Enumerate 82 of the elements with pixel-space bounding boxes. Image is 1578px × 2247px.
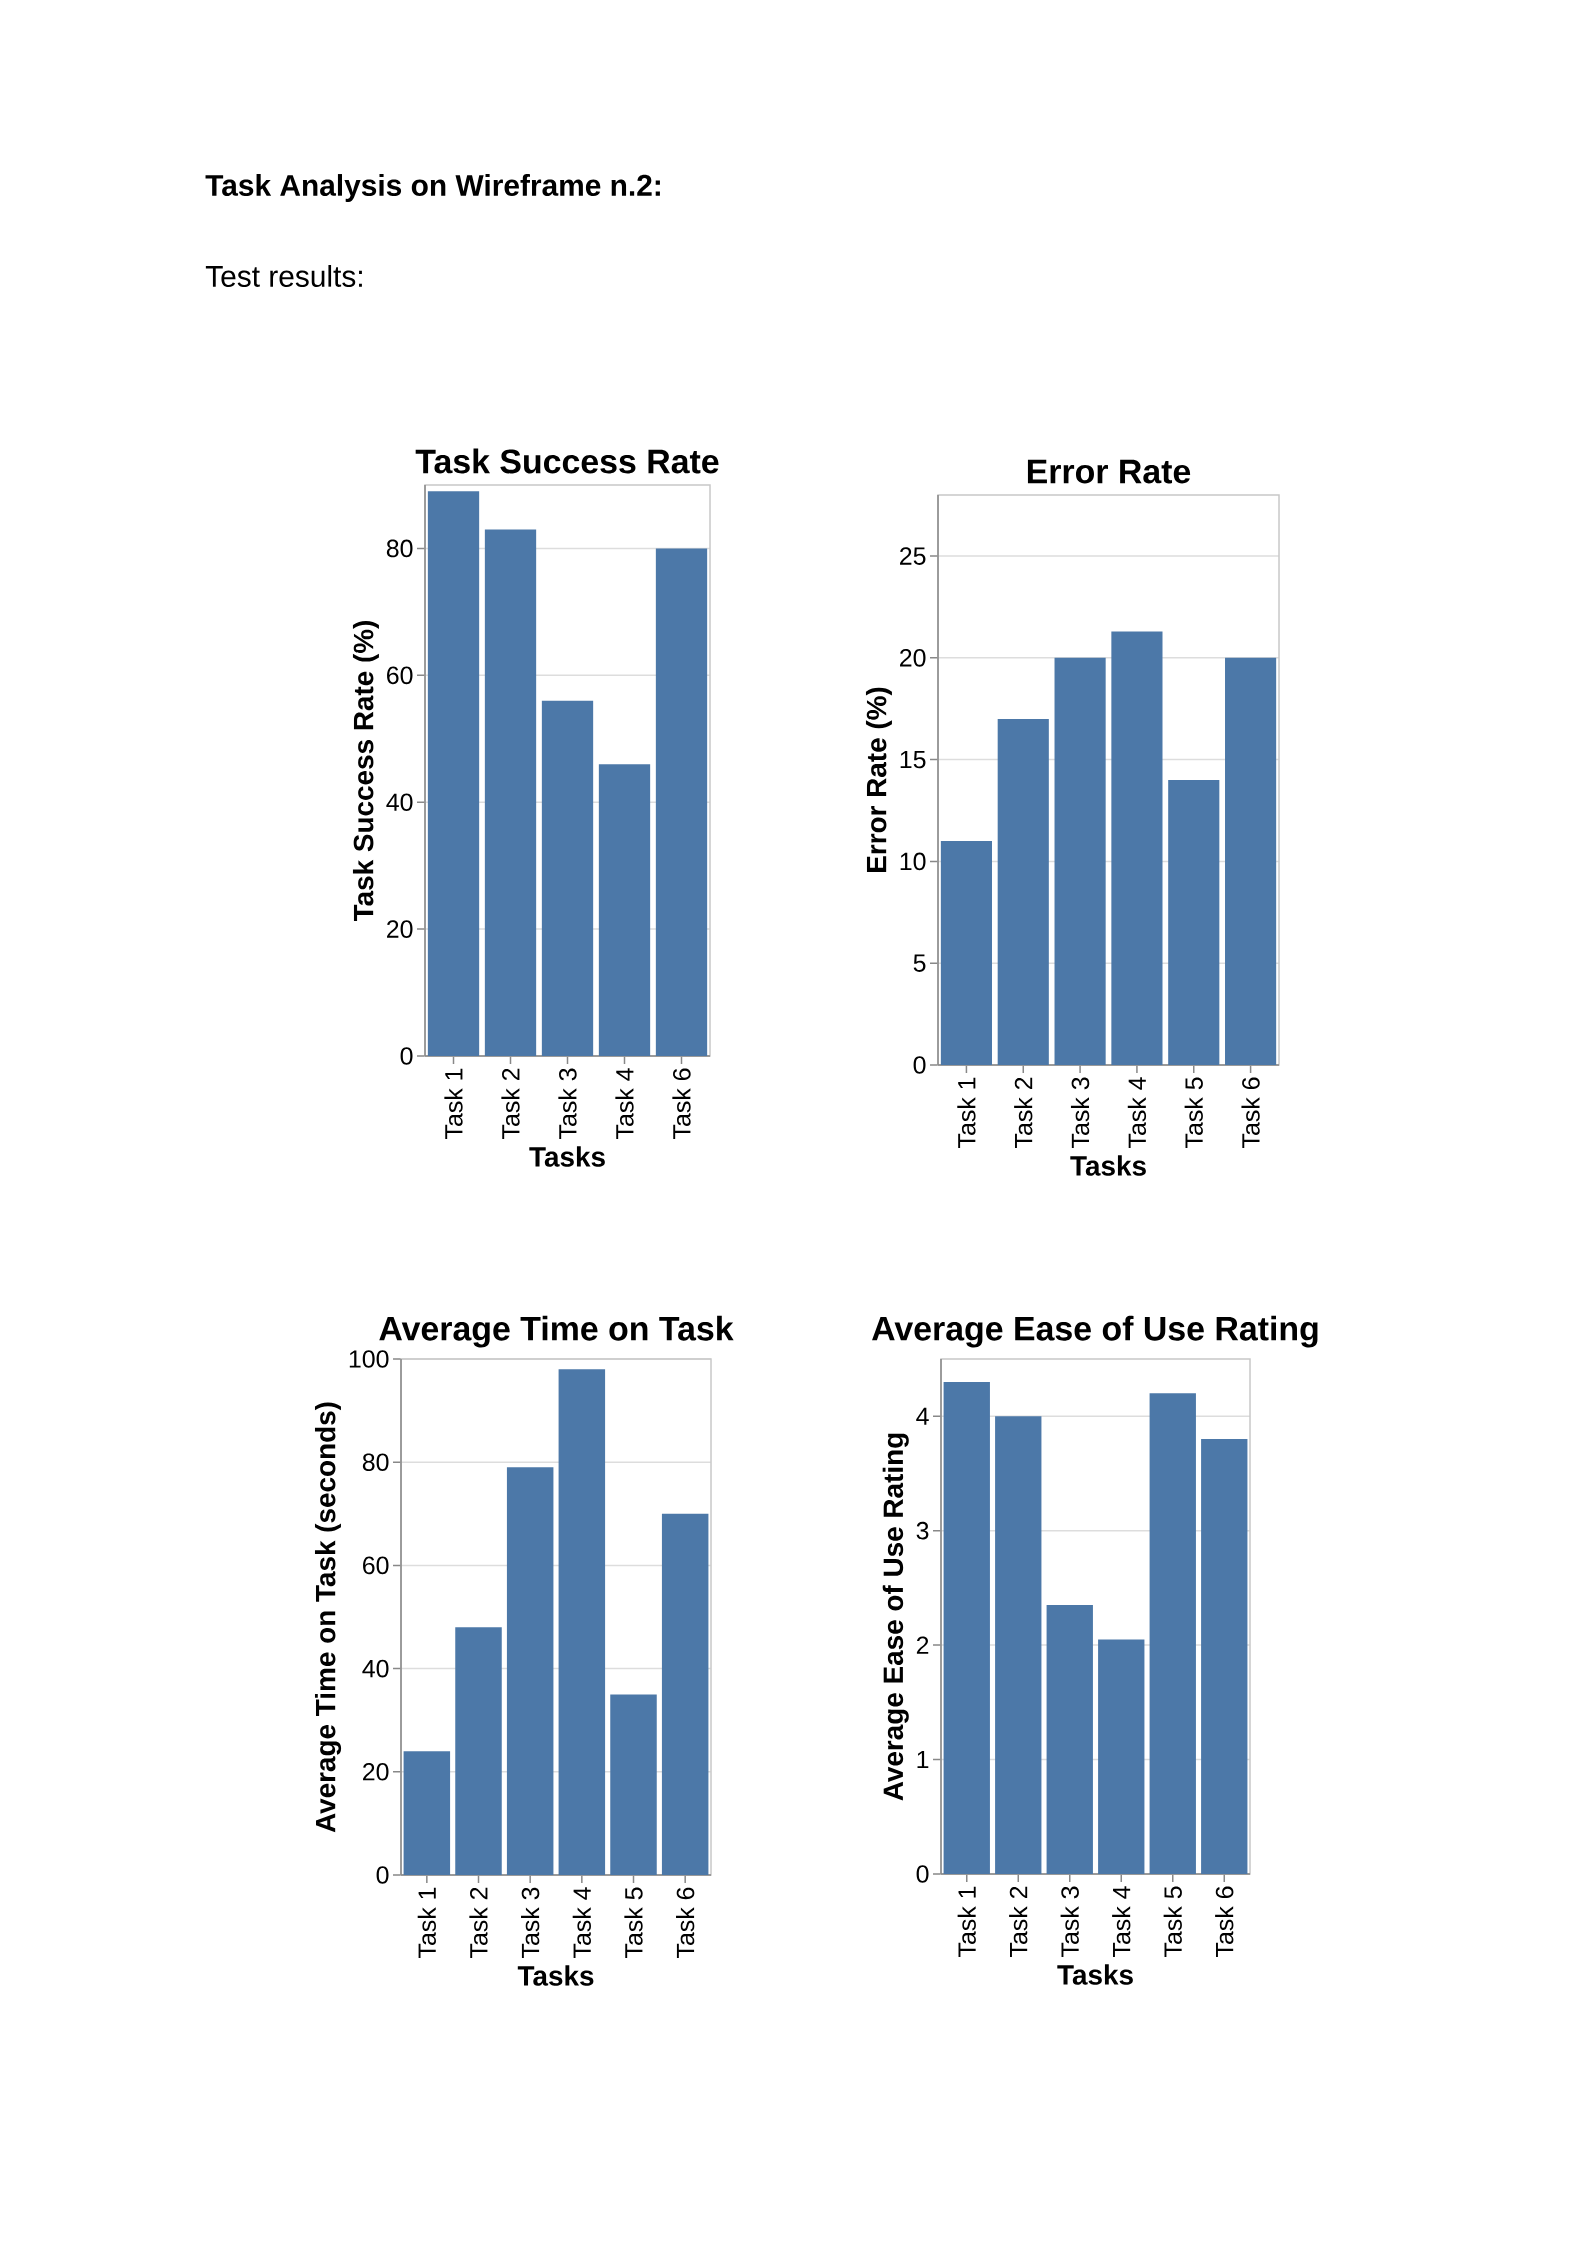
x-tick-label: Task 2: [501, 1068, 520, 1139]
bar: [1201, 1439, 1248, 1874]
x-tick-label: Task 5: [1163, 1886, 1182, 1957]
y-tick-label: 5: [913, 954, 926, 972]
x-tick-label: Task 2: [469, 1887, 488, 1958]
y-tick-label: 40: [386, 793, 413, 812]
y-axis-title: Task Success Rate (%): [352, 621, 379, 922]
y-tick-label: 20: [900, 649, 926, 667]
x-tick-label: Task 6: [1215, 1886, 1234, 1957]
bar: [558, 1369, 606, 1875]
bar: [455, 1627, 502, 1875]
x-tick-label: Task 3: [558, 1068, 577, 1139]
bar: [1149, 1393, 1196, 1874]
text: Test results:: [205, 265, 362, 287]
x-tick-label: Task 6: [1241, 1077, 1260, 1148]
y-tick-label: 80: [386, 539, 413, 558]
x-tick-label: Task 2: [1014, 1077, 1033, 1148]
bar: [995, 1416, 1042, 1874]
x-tick-label: Task 5: [1184, 1077, 1203, 1148]
y-tick-label: 60: [387, 666, 413, 685]
x-tick-label: Task 3: [1060, 1886, 1079, 1957]
text: Task Analysis on Wireframe n.2:: [205, 174, 660, 202]
y-tick-label: 3: [916, 1521, 929, 1540]
x-axis-title: Tasks: [529, 1146, 605, 1167]
bar: [427, 491, 480, 1056]
y-tick-label: 80: [362, 1453, 389, 1472]
x-tick-label: Task 1: [444, 1068, 463, 1139]
x-tick-label: Task 6: [676, 1887, 695, 1958]
bar: [403, 1751, 451, 1875]
bar: [997, 718, 1049, 1065]
y-tick-label: 40: [362, 1659, 389, 1678]
y-tick-label: 25: [900, 547, 926, 565]
y-tick-label: 4: [916, 1407, 929, 1425]
x-tick-label: Task 5: [624, 1887, 643, 1958]
bar: [1111, 631, 1163, 1065]
x-axis-title: Tasks: [517, 1965, 594, 1986]
y-axis-title: Error Rate (%): [865, 687, 892, 872]
y-tick-label: 1: [917, 1750, 929, 1769]
x-tick-label: Task 3: [521, 1887, 540, 1958]
chart-title: Task Success Rate: [415, 448, 719, 474]
bar: [661, 1513, 709, 1875]
y-tick-label: 10: [900, 852, 926, 871]
y-tick-label: 2: [916, 1636, 929, 1654]
y-tick-label: 20: [363, 1762, 389, 1781]
bar: [610, 1694, 657, 1875]
x-tick-label: Task 4: [572, 1887, 591, 1958]
x-tick-label: Task 1: [417, 1887, 436, 1958]
x-tick-label: Task 3: [1070, 1077, 1090, 1148]
y-axis-title: Average Ease of Use Rating: [882, 1433, 909, 1801]
x-tick-label: Task 4: [1112, 1886, 1131, 1957]
x-tick-label: Task 1: [957, 1886, 976, 1957]
y-tick-label: 0: [400, 1047, 413, 1065]
y-tick-label: 0: [916, 1865, 929, 1883]
y-axis-title: Average Time on Task (seconds): [314, 1402, 342, 1833]
x-tick-label: Task 2: [1009, 1886, 1028, 1957]
bar: [1225, 657, 1277, 1065]
bar: [506, 1467, 554, 1875]
bar: [598, 764, 651, 1056]
bar: [1098, 1639, 1145, 1874]
x-tick-label: Task 4: [615, 1068, 634, 1139]
x-tick-label: Task 1: [957, 1077, 976, 1148]
bar: [1046, 1605, 1093, 1874]
bar: [1168, 779, 1220, 1065]
y-tick-label: 0: [376, 1866, 389, 1884]
bar: [940, 841, 992, 1065]
chart-title: Error Rate: [1027, 459, 1191, 484]
chart-title: Average Time on Task: [379, 1315, 734, 1348]
y-tick-label: 20: [387, 920, 413, 938]
bar: [541, 700, 594, 1056]
x-axis-title: Tasks: [1057, 1964, 1133, 1985]
y-tick-label: 0: [913, 1056, 926, 1074]
y-tick-label: 60: [363, 1556, 389, 1575]
x-tick-label: Task 6: [672, 1068, 691, 1139]
bar: [943, 1381, 990, 1874]
bar: [1054, 657, 1106, 1065]
x-axis-title: Tasks: [1070, 1155, 1146, 1176]
x-tick-label: Task 4: [1127, 1077, 1147, 1148]
y-tick-label: 15: [900, 750, 926, 769]
chart-title: Average Ease of Use Rating: [872, 1315, 1318, 1348]
y-tick-label: 100: [349, 1350, 389, 1368]
bar: [484, 529, 537, 1056]
bar: [655, 548, 708, 1056]
